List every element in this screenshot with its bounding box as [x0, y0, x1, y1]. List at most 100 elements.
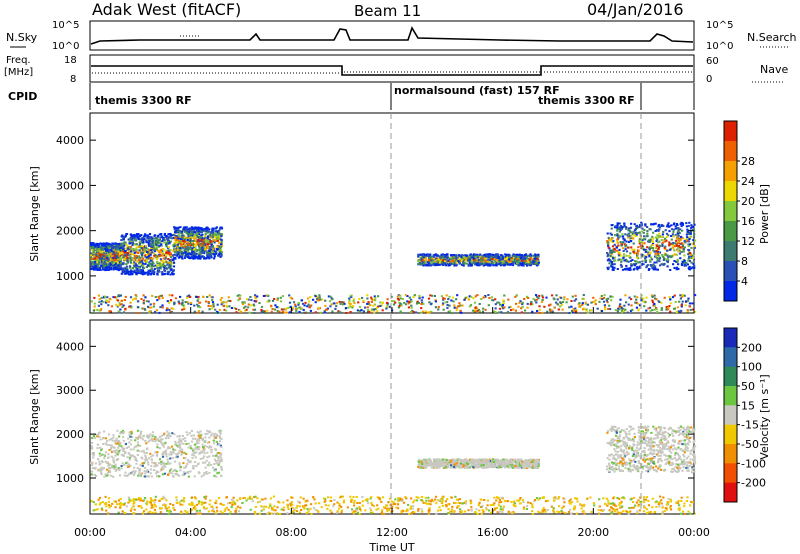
power-data-point	[216, 239, 219, 242]
power-data-point	[586, 311, 590, 314]
power-data-point	[169, 256, 173, 259]
power-data-point	[438, 256, 442, 259]
power-data-point	[641, 260, 644, 263]
power-data-point	[679, 239, 682, 241]
velocity-data-point	[134, 439, 137, 442]
power-data-point	[418, 253, 421, 256]
power-data-point	[169, 249, 172, 252]
velocity-data-point	[112, 459, 115, 462]
power-data-point	[677, 263, 680, 266]
power-data-point	[124, 241, 127, 244]
power-data-point	[489, 262, 492, 265]
power-data-point	[445, 262, 448, 265]
power-data-point	[98, 301, 101, 304]
velocity-data-point	[155, 470, 158, 473]
power-data-point	[477, 259, 480, 262]
power-data-point	[130, 240, 133, 243]
power-data-point	[656, 229, 659, 232]
power-data-point	[616, 232, 619, 235]
power-data-point	[189, 244, 193, 247]
power-data-point	[185, 226, 188, 229]
power-data-point	[607, 297, 610, 300]
power-data-point	[184, 255, 187, 258]
power-data-point	[330, 303, 333, 306]
power-data-point	[163, 241, 166, 244]
power-data-point	[211, 299, 214, 302]
power-data-point	[493, 259, 496, 262]
power-data-point	[657, 255, 661, 258]
power-data-point	[428, 260, 431, 263]
power-data-point	[594, 303, 597, 306]
power-data-point	[457, 258, 460, 261]
power-data-point	[169, 234, 172, 237]
power-data-point	[161, 252, 164, 255]
power-data-point	[463, 298, 466, 301]
velocity-data-point	[112, 450, 115, 453]
power-data-point	[106, 258, 109, 260]
power-data-point	[479, 259, 483, 262]
power-data-point	[594, 299, 597, 302]
power-data-point	[97, 246, 100, 249]
power-data-point	[280, 300, 283, 303]
power-data-point	[629, 252, 632, 255]
power-data-point	[106, 296, 109, 299]
velocity-data-point	[152, 454, 155, 457]
velocity-data-point	[134, 470, 137, 473]
power-data-point	[123, 254, 126, 257]
power-data-point	[479, 256, 482, 259]
power-data-point	[91, 246, 94, 249]
power-data-point	[366, 302, 369, 305]
power-data-point	[117, 250, 120, 253]
power-data-point	[162, 263, 165, 266]
power-data-point	[596, 307, 599, 310]
power-data-point	[93, 305, 96, 308]
power-data-point	[220, 251, 223, 253]
velocity-data-point	[204, 439, 207, 442]
power-data-point	[151, 237, 154, 240]
power-data-point	[186, 301, 189, 304]
power-data-point	[482, 296, 485, 299]
power-data-point	[633, 264, 637, 267]
velocity-data-point	[186, 463, 189, 465]
power-data-point	[195, 239, 198, 242]
velocity-data-point	[215, 433, 218, 436]
power-data-point	[422, 302, 425, 305]
power-data-point	[170, 254, 173, 257]
power-data-point	[101, 253, 104, 256]
power-data-point	[208, 253, 211, 256]
power-data-point	[110, 252, 113, 255]
power-data-point	[352, 300, 355, 302]
power-data-point	[156, 262, 159, 265]
power-data-point	[197, 243, 200, 246]
power-data-point	[148, 249, 151, 252]
power-data-point	[101, 263, 104, 266]
power-data-point	[607, 266, 610, 269]
power-colorbar-tick-label: 20	[741, 195, 755, 208]
power-data-point	[536, 257, 539, 260]
power-data-point	[621, 247, 625, 250]
velocity-data-point	[217, 471, 220, 474]
power-data-point	[130, 306, 133, 309]
power-data-point	[114, 257, 117, 260]
power-data-point	[169, 310, 172, 313]
power-data-point	[370, 296, 373, 299]
power-data-point	[249, 296, 252, 298]
power-data-point	[145, 247, 148, 250]
power-data-point	[479, 262, 482, 265]
power-data-point	[199, 227, 202, 230]
power-data-point	[127, 238, 130, 241]
power-data-point	[95, 267, 98, 270]
power-data-point	[174, 226, 177, 229]
power-data-point	[254, 297, 257, 300]
power-data-point	[199, 236, 202, 239]
power-data-point	[470, 295, 473, 298]
power-data-point	[436, 257, 439, 260]
power-data-point	[550, 309, 553, 312]
power-data-point	[225, 309, 228, 312]
velocity-data-point	[122, 450, 125, 452]
velocity-data-point	[185, 453, 188, 455]
power-data-point	[623, 304, 626, 307]
nave-label: Nave	[760, 63, 788, 76]
power-data-point	[686, 299, 690, 302]
